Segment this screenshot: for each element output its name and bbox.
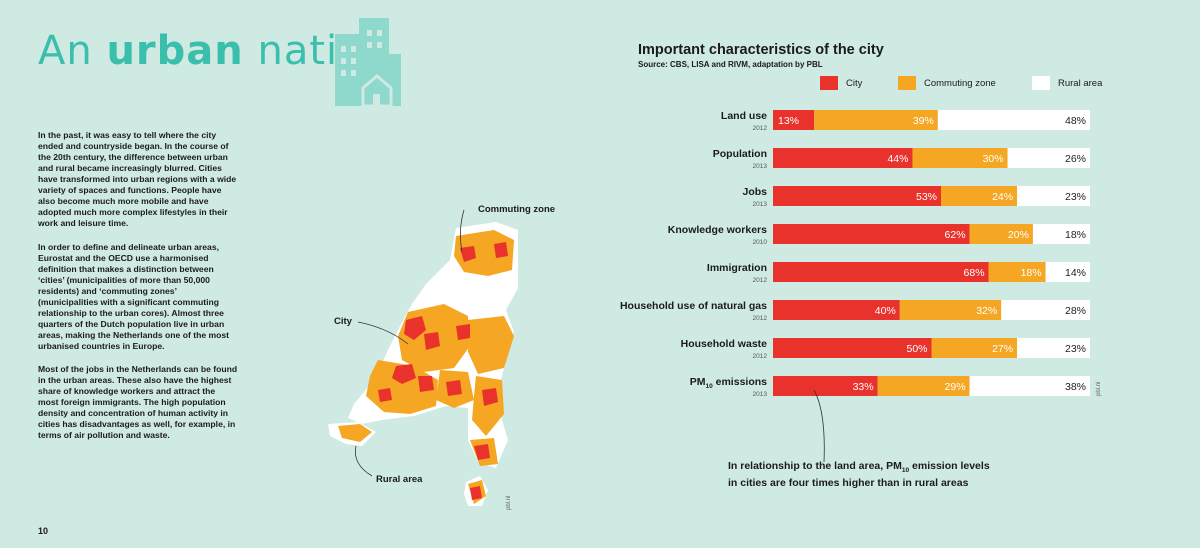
- bar-label-commuting-0: 39%: [913, 115, 934, 127]
- paragraph-1: In the past, it was easy to tell where t…: [38, 130, 237, 228]
- bar-city-6: [773, 338, 932, 358]
- paragraph-3: Most of the jobs in the Netherlands can …: [38, 364, 238, 440]
- bar-commuting-7: [877, 376, 970, 396]
- chart-note: In relationship to the land area, PM10 e…: [728, 460, 990, 490]
- bar-label-city-7: 33%: [853, 381, 874, 393]
- bar-city-7: [773, 376, 878, 396]
- legend-swatch-commuting: [898, 76, 916, 90]
- bar-label-rural-6: 23%: [1065, 343, 1086, 355]
- bar-label-rural-2: 23%: [1065, 191, 1086, 203]
- bar-label-city-2: 53%: [916, 191, 937, 203]
- bar-label-commuting-1: 30%: [983, 153, 1004, 165]
- note-text-2: emission levels: [909, 460, 990, 472]
- category-label-4: Immigration: [706, 262, 767, 274]
- bar-label-commuting-5: 32%: [976, 305, 997, 317]
- note-leader-line: [813, 389, 825, 463]
- chart-credit: pbl.nl: [1096, 381, 1102, 396]
- legend-swatch-city: [820, 76, 838, 90]
- category-year-7: 2013: [752, 391, 767, 398]
- bar-label-commuting-7: 29%: [945, 381, 966, 393]
- title-bold: urban: [106, 28, 244, 74]
- legend-label-commuting: Commuting zone: [924, 78, 996, 89]
- map-label-commuting-zone: Commuting zone: [478, 204, 556, 215]
- category-label-1: Population: [712, 148, 767, 160]
- bar-commuting-6: [931, 338, 1018, 358]
- category-label-3: Knowledge workers: [667, 224, 767, 236]
- bar-label-commuting-2: 24%: [992, 191, 1013, 203]
- note-text-3: in cities are four times higher than in …: [728, 477, 969, 490]
- category-year-4: 2012: [752, 277, 767, 284]
- bar-label-rural-1: 26%: [1065, 153, 1086, 165]
- category-year-2: 2013: [752, 201, 767, 208]
- map-label-city: City: [334, 316, 352, 327]
- bar-rural-3: [1032, 224, 1090, 244]
- bar-label-commuting-6: 27%: [992, 343, 1013, 355]
- bar-label-rural-3: 18%: [1065, 229, 1086, 241]
- bar-label-city-6: 50%: [906, 343, 927, 355]
- netherlands-map: [328, 209, 518, 506]
- bar-commuting-2: [941, 186, 1018, 206]
- bar-label-rural-7: 38%: [1065, 381, 1086, 393]
- category-label-2: Jobs: [742, 186, 767, 198]
- category-year-5: 2012: [752, 315, 767, 322]
- bar-rural-4: [1045, 262, 1090, 282]
- bar-rural-6: [1017, 338, 1090, 358]
- bar-commuting-1: [912, 148, 1008, 168]
- bar-label-city-4: 68%: [964, 267, 985, 279]
- bar-label-rural-4: 14%: [1065, 267, 1086, 279]
- bar-label-commuting-4: 18%: [1021, 267, 1042, 279]
- bar-commuting-3: [969, 224, 1033, 244]
- category-year-1: 2013: [752, 163, 767, 170]
- bar-rural-1: [1007, 148, 1090, 168]
- map-label-rural-area: Rural area: [376, 474, 423, 485]
- bar-label-commuting-3: 20%: [1008, 229, 1029, 241]
- bar-commuting-4: [988, 262, 1046, 282]
- bar-label-rural-0: 48%: [1065, 115, 1086, 127]
- legend-label-rural: Rural area: [1058, 78, 1103, 89]
- bar-rural-2: [1017, 186, 1090, 206]
- bar-label-city-0: 13%: [778, 115, 799, 127]
- bar-rural-5: [1001, 300, 1090, 320]
- category-year-6: 2012: [752, 353, 767, 360]
- bar-commuting-0: [814, 110, 938, 130]
- bar-rural-0: [937, 110, 1090, 130]
- bar-city-3: [773, 224, 970, 244]
- note-subscript: 10: [901, 467, 910, 475]
- legend-label-city: City: [846, 78, 863, 89]
- chart-title: Important characteristics of the city: [638, 42, 884, 58]
- paragraph-2: In order to define and delineate urban a…: [38, 242, 230, 351]
- bar-city-1: [773, 148, 913, 168]
- bar-city-4: [773, 262, 989, 282]
- city-buildings-icon: [335, 18, 401, 106]
- bar-commuting-5: [899, 300, 1002, 320]
- note-text-1: In relationship to the land area, PM: [728, 460, 902, 472]
- category-label-7: PM10 emissions: [689, 376, 767, 391]
- bar-city-0: [773, 110, 815, 130]
- bar-city-2: [773, 186, 942, 206]
- category-label-0: Land use: [720, 110, 767, 122]
- category-year-0: 2012: [752, 125, 767, 132]
- page-number: 10: [38, 526, 49, 536]
- category-label-5: Household use of natural gas: [619, 300, 767, 312]
- category-year-3: 2010: [752, 239, 767, 246]
- bar-city-5: [773, 300, 900, 320]
- legend-swatch-rural: [1032, 76, 1050, 90]
- chart-source: Source: CBS, LISA and RIVM, adaptation b…: [638, 60, 823, 69]
- bar-label-rural-5: 28%: [1065, 305, 1086, 317]
- title-prefix: An: [38, 28, 107, 74]
- bar-label-city-5: 40%: [875, 305, 896, 317]
- bar-label-city-1: 44%: [887, 153, 908, 165]
- category-label-6: Household waste: [680, 338, 767, 350]
- bar-label-city-3: 62%: [945, 229, 966, 241]
- bar-rural-7: [969, 376, 1090, 396]
